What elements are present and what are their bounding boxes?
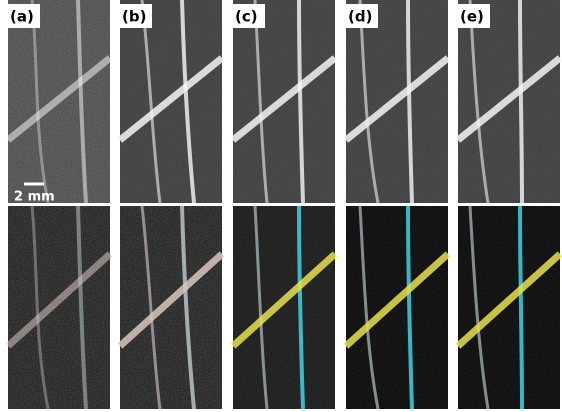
fiber — [455, 251, 562, 349]
panel: (b) — [117, 0, 225, 410]
fiber — [455, 55, 562, 143]
label-background — [8, 4, 40, 28]
fiber — [468, 205, 490, 410]
scale-bar-label: 2 mm — [14, 190, 55, 205]
panel-label-text: (b) — [122, 8, 146, 26]
panel: (c) — [230, 0, 338, 410]
label-background — [233, 4, 265, 28]
image-noise — [233, 206, 335, 409]
fiber — [230, 55, 338, 143]
fiber — [297, 205, 305, 410]
image-noise — [120, 206, 222, 409]
fiber — [30, 205, 50, 410]
panel-label: (e) — [458, 4, 490, 28]
panel: (d) — [343, 0, 451, 410]
label-background — [346, 4, 378, 28]
fiber — [297, 0, 305, 204]
grayscale-image — [230, 0, 338, 204]
panel-label-text: (d) — [348, 8, 372, 26]
label-background — [458, 4, 490, 28]
scale-bar: 2 mm — [14, 182, 55, 205]
fiber — [5, 251, 113, 349]
fiber — [180, 0, 196, 204]
color-image — [455, 205, 562, 410]
fiber — [518, 0, 524, 204]
panel: (e) — [455, 0, 562, 410]
panel-label: (a) — [8, 4, 40, 28]
label-background — [120, 4, 152, 28]
grayscale-image — [455, 0, 562, 204]
fiber — [140, 205, 162, 410]
grayscale-image — [117, 0, 225, 204]
fiber — [76, 205, 88, 410]
grayscale-image — [343, 0, 451, 204]
panel-label: (b) — [120, 4, 152, 28]
fiber — [117, 55, 225, 143]
fiber — [343, 55, 451, 143]
fiber — [518, 205, 524, 410]
color-image — [117, 205, 225, 410]
color-image — [5, 205, 113, 410]
panel-label-text: (e) — [460, 8, 484, 26]
fiber — [406, 0, 414, 204]
panel-label-text: (a) — [10, 8, 34, 26]
fiber — [343, 251, 451, 349]
fiber — [5, 55, 113, 143]
grayscale-image — [5, 0, 113, 204]
fiber — [253, 205, 269, 410]
color-image — [343, 205, 451, 410]
color-image — [230, 205, 338, 410]
panel-label: (d) — [346, 4, 378, 28]
image-noise — [8, 206, 110, 409]
fiber — [230, 251, 338, 349]
panel: (a) — [5, 0, 113, 410]
fiber — [406, 205, 414, 410]
panel-label: (c) — [233, 4, 265, 28]
panel-label-text: (c) — [235, 8, 258, 26]
fiber — [117, 251, 225, 349]
fiber — [180, 205, 196, 410]
fiber — [358, 205, 380, 410]
image-noise — [458, 206, 560, 409]
fiber — [76, 0, 88, 204]
